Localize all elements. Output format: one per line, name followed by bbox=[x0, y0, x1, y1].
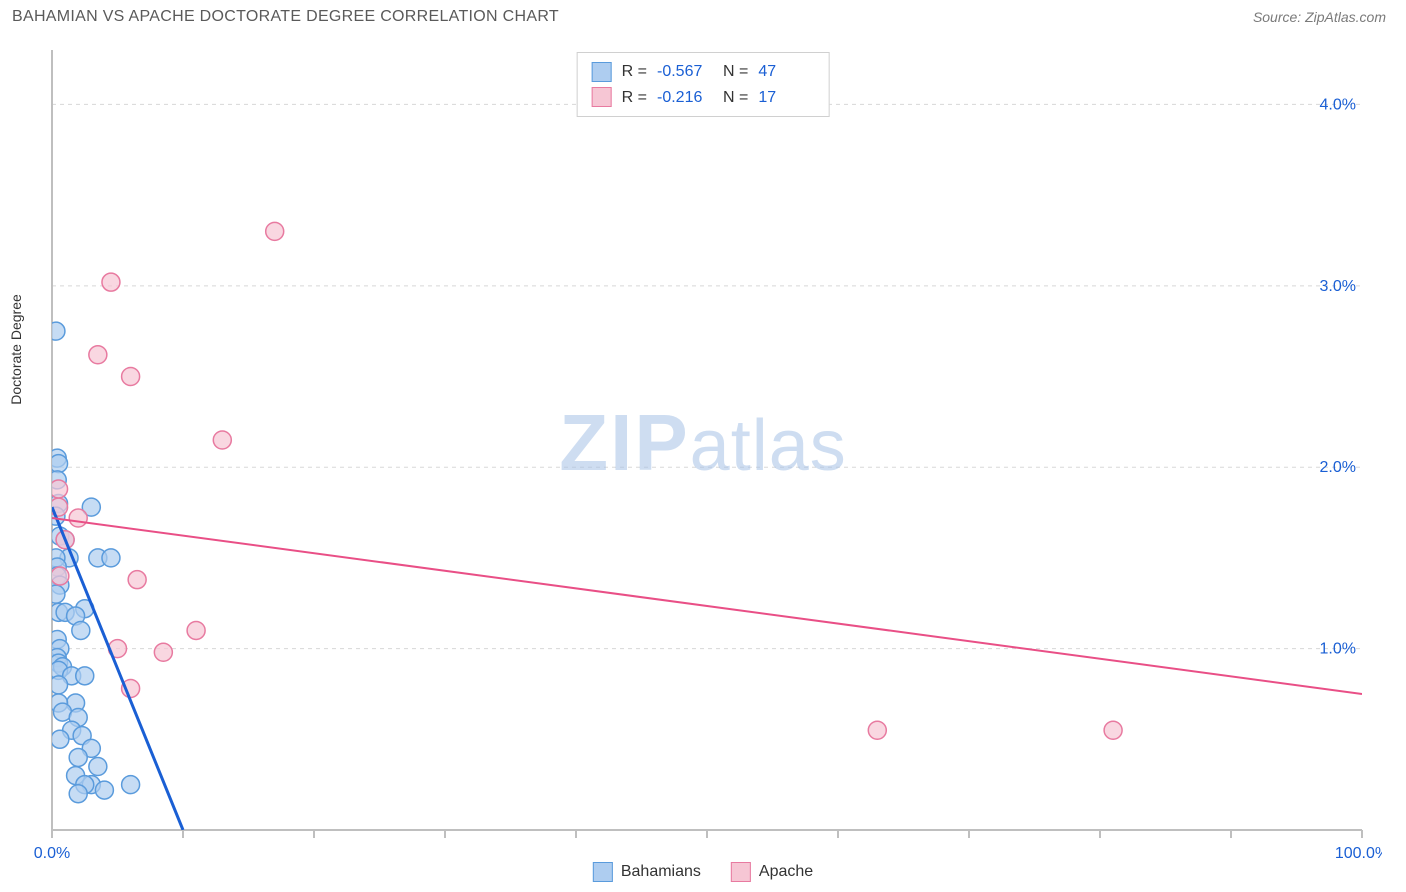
data-point bbox=[47, 322, 65, 340]
legend-row: R = -0.216 N = 17 bbox=[592, 85, 815, 111]
legend-item: Apache bbox=[731, 862, 813, 882]
data-point bbox=[69, 748, 87, 766]
data-point bbox=[868, 721, 886, 739]
data-point bbox=[50, 480, 68, 498]
source-attribution: Source: ZipAtlas.com bbox=[1253, 9, 1386, 25]
n-label: N = bbox=[723, 85, 748, 111]
legend-label: Bahamians bbox=[621, 863, 701, 881]
y-tick-label: 2.0% bbox=[1320, 459, 1356, 476]
data-point bbox=[51, 567, 69, 585]
data-point bbox=[69, 785, 87, 803]
x-tick-label: 0.0% bbox=[34, 845, 70, 862]
y-tick-label: 1.0% bbox=[1320, 641, 1356, 658]
data-point bbox=[187, 621, 205, 639]
series-apache bbox=[50, 222, 1123, 739]
data-point bbox=[72, 621, 90, 639]
data-point bbox=[128, 571, 146, 589]
data-point bbox=[122, 368, 140, 386]
n-label: N = bbox=[723, 59, 748, 85]
r-label: R = bbox=[622, 85, 647, 111]
data-point bbox=[50, 676, 68, 694]
legend-swatch bbox=[592, 87, 612, 107]
x-tick-label: 100.0% bbox=[1335, 845, 1382, 862]
legend-label: Apache bbox=[759, 863, 813, 881]
data-point bbox=[89, 346, 107, 364]
y-tick-label: 3.0% bbox=[1320, 278, 1356, 295]
data-point bbox=[51, 730, 69, 748]
legend-swatch bbox=[731, 862, 751, 882]
legend-swatch bbox=[593, 862, 613, 882]
legend-item: Bahamians bbox=[593, 862, 701, 882]
r-value: -0.216 bbox=[657, 85, 713, 111]
series-bahamians bbox=[47, 322, 140, 803]
data-point bbox=[102, 549, 120, 567]
n-value: 47 bbox=[758, 59, 814, 85]
chart-title: BAHAMIAN VS APACHE DOCTORATE DEGREE CORR… bbox=[12, 8, 559, 26]
data-point bbox=[50, 455, 68, 473]
chart-container: Doctorate Degree ZIPatlas R =-0.567N =47… bbox=[12, 40, 1394, 880]
legend-row: R = -0.567 N = 47 bbox=[592, 59, 815, 85]
r-label: R = bbox=[622, 59, 647, 85]
series-legend: Bahamians Apache bbox=[593, 862, 813, 882]
data-point bbox=[122, 776, 140, 794]
y-tick-label: 4.0% bbox=[1320, 96, 1356, 113]
data-point bbox=[76, 667, 94, 685]
n-value: 17 bbox=[758, 85, 814, 111]
data-point bbox=[213, 431, 231, 449]
y-axis-label: Doctorate Degree bbox=[8, 294, 24, 405]
trend-line bbox=[52, 518, 1362, 694]
r-value: -0.567 bbox=[657, 59, 713, 85]
data-point bbox=[154, 643, 172, 661]
correlation-legend: R = -0.567 N = 47 R = -0.216 N = 17 bbox=[577, 52, 830, 117]
data-point bbox=[266, 222, 284, 240]
data-point bbox=[89, 758, 107, 776]
legend-swatch bbox=[592, 62, 612, 82]
data-point bbox=[1104, 721, 1122, 739]
data-point bbox=[95, 781, 113, 799]
data-point bbox=[102, 273, 120, 291]
data-point bbox=[69, 509, 87, 527]
scatter-plot: 1.0% 2.0% 3.0% 4.0% 0.0% 100.0% bbox=[12, 40, 1382, 870]
data-point bbox=[47, 585, 65, 603]
